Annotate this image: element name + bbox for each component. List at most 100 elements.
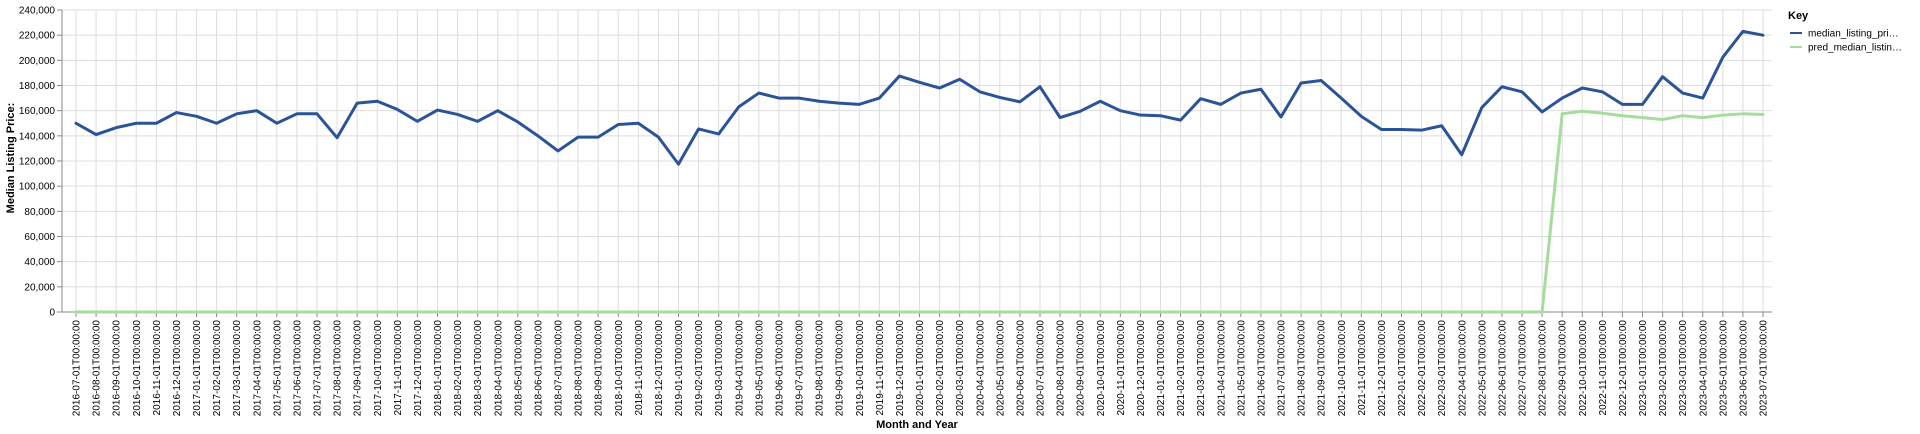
x-tick-label: 2021-07-01T00:00:00 [1277, 320, 1288, 417]
x-tick-label: 2016-08-01T00:00:00 [92, 320, 103, 417]
x-tick-label: 2021-01-01T00:00:00 [1156, 320, 1167, 417]
x-tick-label: 2017-04-01T00:00:00 [252, 320, 263, 417]
y-tick-label: 160,000 [19, 106, 56, 117]
legend: Key median_listing_pri… pred_median_listi… [1788, 10, 1902, 54]
x-tick-label: 2020-04-01T00:00:00 [975, 320, 986, 417]
x-tick-label: 2018-06-01T00:00:00 [533, 320, 544, 417]
x-tick-label: 2019-03-01T00:00:00 [714, 320, 725, 417]
x-tick-label: 2023-01-01T00:00:00 [1638, 320, 1649, 417]
x-tick-label: 2019-05-01T00:00:00 [754, 320, 765, 417]
x-tick-label: 2021-02-01T00:00:00 [1176, 320, 1187, 417]
y-tick-label: 20,000 [24, 282, 55, 293]
y-tick-label: 240,000 [19, 6, 56, 17]
x-tick-label: 2019-12-01T00:00:00 [895, 320, 906, 417]
x-tick-label: 2021-03-01T00:00:00 [1196, 320, 1207, 417]
x-tick-label: 2020-05-01T00:00:00 [995, 320, 1006, 417]
x-tick-label: 2022-08-01T00:00:00 [1538, 320, 1549, 417]
x-tick-label: 2021-09-01T00:00:00 [1317, 320, 1328, 417]
x-axis: 2016-07-01T00:00:00 2016-08-01T00:00:00 20… [62, 311, 1772, 417]
x-tick-label: 2017-09-01T00:00:00 [353, 320, 364, 417]
series-lines [74, 29, 1765, 314]
x-tick-label: 2017-12-01T00:00:00 [413, 320, 424, 417]
x-tick-label: 2020-02-01T00:00:00 [935, 320, 946, 417]
x-tick-label: 2020-12-01T00:00:00 [1136, 320, 1147, 417]
y-tick-label: 140,000 [19, 131, 56, 142]
y-axis: 0 20,000 40,000 60,000 80,000 100,000 120,000 1… [19, 6, 63, 319]
x-tick-label: 2022-02-01T00:00:00 [1417, 320, 1428, 417]
y-tick-label: 60,000 [24, 232, 55, 243]
x-tick-label: 2021-10-01T00:00:00 [1337, 320, 1348, 417]
x-tick-label: 2017-10-01T00:00:00 [373, 320, 384, 417]
x-tick-label: 2021-12-01T00:00:00 [1377, 320, 1388, 417]
y-tick-label: 100,000 [19, 182, 56, 193]
x-tick-label: 2017-08-01T00:00:00 [333, 320, 344, 417]
x-tick-label: 2022-03-01T00:00:00 [1437, 320, 1448, 417]
x-tick-label: 2023-03-01T00:00:00 [1678, 320, 1689, 417]
x-tick-label: 2023-07-01T00:00:00 [1759, 320, 1770, 417]
x-tick-label: 2017-07-01T00:00:00 [313, 320, 324, 417]
x-tick-label: 2020-03-01T00:00:00 [955, 320, 966, 417]
x-tick-label: 2016-07-01T00:00:00 [72, 320, 83, 417]
x-tick-label: 2019-11-01T00:00:00 [875, 320, 886, 416]
x-tick-label: 2018-09-01T00:00:00 [594, 320, 605, 417]
x-tick-label: 2017-11-01T00:00:00 [393, 320, 404, 416]
x-tick-label: 2018-03-01T00:00:00 [473, 320, 484, 417]
x-tick-label: 2020-09-01T00:00:00 [1076, 320, 1087, 417]
x-tick-label: 2019-10-01T00:00:00 [855, 320, 866, 417]
x-tick-label: 2023-05-01T00:00:00 [1718, 320, 1729, 417]
x-tick-label: 2020-10-01T00:00:00 [1096, 320, 1107, 417]
x-tick-label: 2019-07-01T00:00:00 [795, 320, 806, 417]
x-tick-label: 2019-01-01T00:00:00 [674, 320, 685, 417]
x-tick-label: 2017-03-01T00:00:00 [232, 320, 243, 417]
x-tick-label: 2016-09-01T00:00:00 [112, 320, 123, 417]
y-tick-label: 220,000 [19, 31, 56, 42]
x-tick-label: 2022-10-01T00:00:00 [1578, 320, 1589, 417]
x-tick-label: 2022-01-01T00:00:00 [1397, 320, 1408, 417]
x-tick-label: 2022-11-01T00:00:00 [1598, 320, 1609, 416]
x-tick-label: 2022-04-01T00:00:00 [1457, 320, 1468, 417]
y-tick-label: 0 [49, 308, 55, 319]
x-tick-label: 2017-06-01T00:00:00 [292, 320, 303, 417]
x-tick-label: 2021-06-01T00:00:00 [1256, 320, 1267, 417]
y-tick-label: 120,000 [19, 157, 56, 168]
x-tick-label: 2021-11-01T00:00:00 [1357, 320, 1368, 416]
x-tick-label: 2018-11-01T00:00:00 [634, 320, 645, 416]
x-tick-label: 2019-02-01T00:00:00 [694, 320, 705, 417]
series-line [74, 109, 1765, 314]
x-tick-label: 2020-06-01T00:00:00 [1015, 320, 1026, 417]
series-line [74, 29, 1765, 166]
x-tick-label: 2022-09-01T00:00:00 [1558, 320, 1569, 417]
x-tick-label: 2018-08-01T00:00:00 [574, 320, 585, 417]
x-tick-label: 2022-07-01T00:00:00 [1518, 320, 1529, 417]
x-tick-label: 2021-05-01T00:00:00 [1236, 320, 1247, 417]
x-tick-label: 2017-01-01T00:00:00 [192, 320, 203, 417]
x-tick-label: 2016-12-01T00:00:00 [172, 320, 183, 417]
x-tick-label: 2018-02-01T00:00:00 [453, 320, 464, 417]
x-tick-label: 2019-08-01T00:00:00 [815, 320, 826, 417]
x-tick-label: 2018-05-01T00:00:00 [513, 320, 524, 417]
x-tick-label: 2023-06-01T00:00:00 [1738, 320, 1749, 417]
x-tick-label: 2018-04-01T00:00:00 [493, 320, 504, 417]
x-tick-label: 2023-02-01T00:00:00 [1658, 320, 1669, 417]
x-tick-label: 2018-12-01T00:00:00 [654, 320, 665, 417]
legend-title: Key [1788, 10, 1809, 22]
x-tick-label: 2023-04-01T00:00:00 [1698, 320, 1709, 417]
x-tick-label: 2020-08-01T00:00:00 [1056, 320, 1067, 417]
x-tick-label: 2016-11-01T00:00:00 [152, 320, 163, 416]
x-tick-label: 2016-10-01T00:00:00 [132, 320, 143, 417]
x-tick-label: 2018-10-01T00:00:00 [614, 320, 625, 417]
y-tick-label: 40,000 [24, 257, 55, 268]
x-tick-label: 2018-01-01T00:00:00 [433, 320, 444, 417]
x-tick-label: 2017-05-01T00:00:00 [272, 320, 283, 417]
x-tick-label: 2019-06-01T00:00:00 [774, 320, 785, 417]
gridlines [62, 9, 1772, 313]
x-tick-label: 2020-07-01T00:00:00 [1036, 320, 1047, 417]
x-tick-label: 2022-06-01T00:00:00 [1497, 320, 1508, 417]
x-tick-label: 2018-07-01T00:00:00 [554, 320, 565, 417]
x-tick-label: 2021-08-01T00:00:00 [1297, 320, 1308, 417]
y-tick-label: 180,000 [19, 81, 56, 92]
legend-label: median_listing_pri… [1808, 29, 1899, 40]
x-tick-label: 2021-04-01T00:00:00 [1216, 320, 1227, 417]
x-tick-label: 2019-04-01T00:00:00 [734, 320, 745, 417]
